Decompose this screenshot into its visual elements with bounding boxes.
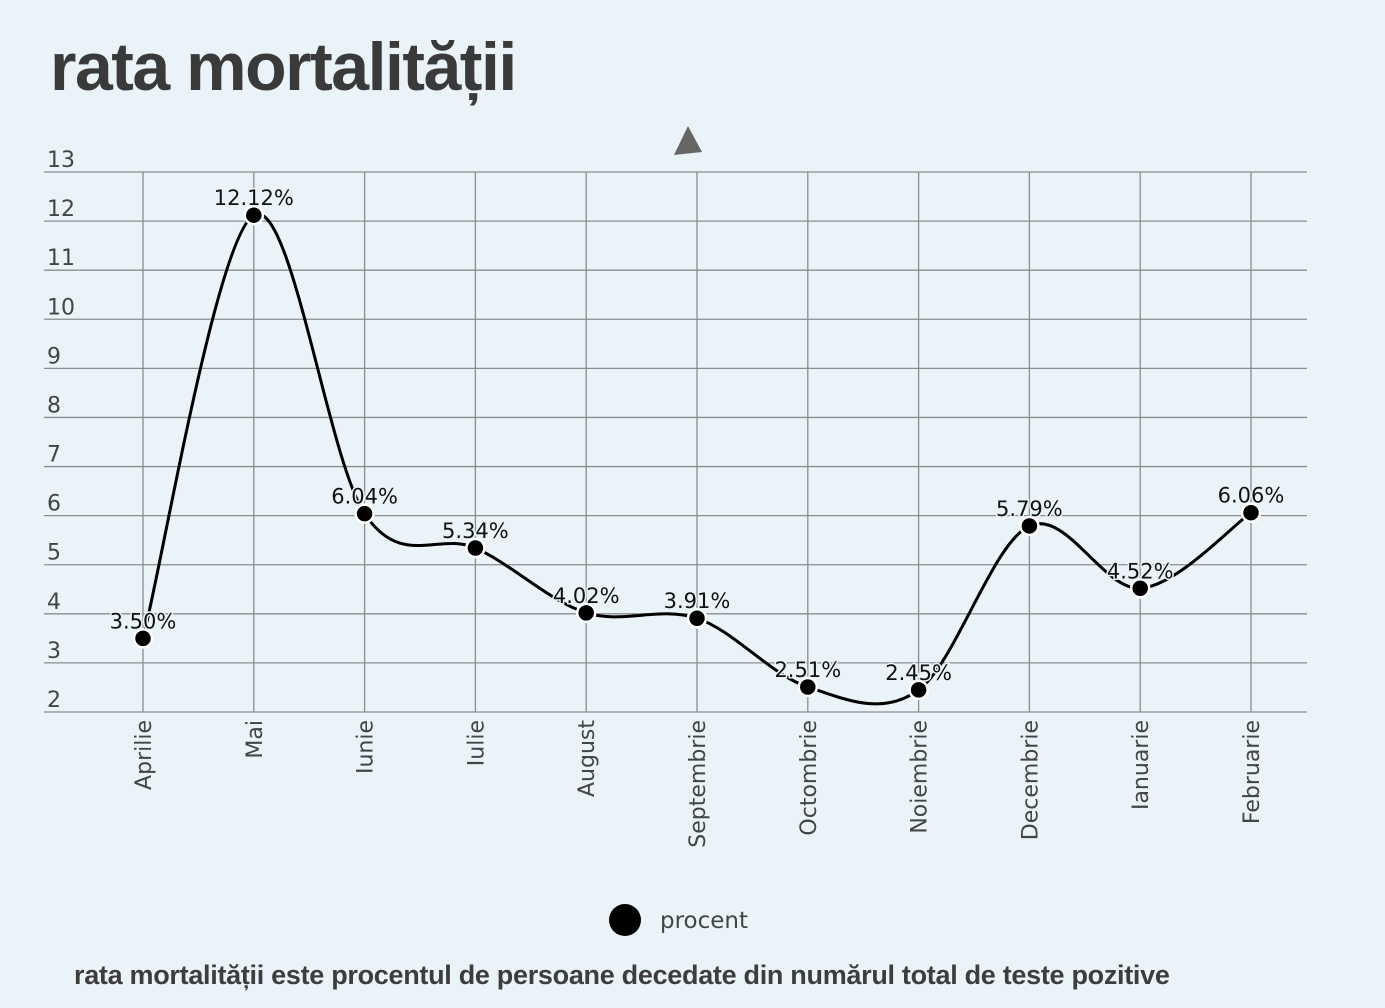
data-point[interactable] xyxy=(1240,502,1262,523)
y-tick-label: 6 xyxy=(47,492,61,517)
data-point[interactable] xyxy=(575,602,597,624)
data-label: 3.50% xyxy=(110,609,177,633)
x-tick-label: Februarie xyxy=(1240,720,1265,824)
data-label: 5.79% xyxy=(996,497,1063,521)
data-label: 3.91% xyxy=(664,589,731,613)
data-point[interactable] xyxy=(354,503,375,524)
data-label: 4.52% xyxy=(1107,559,1174,583)
y-tick-label: 10 xyxy=(47,295,75,320)
data-label: 6.04% xyxy=(331,485,398,509)
data-point[interactable] xyxy=(686,607,708,629)
x-tick-label: Septembrie xyxy=(686,720,711,848)
y-tick-label: 11 xyxy=(47,246,75,271)
data-label: 6.06% xyxy=(1218,484,1285,508)
x-tick-label: Noiembrie xyxy=(908,720,933,834)
data-labels: 3.50% 12.12% 6.04% 5.34% 4.02% 3.91% 2.51% 2.45… xyxy=(108,185,1286,687)
x-tick-label: Iulie xyxy=(464,720,489,766)
data-label: 2.51% xyxy=(774,658,841,682)
y-axis-ticks: 2 3 4 5 6 7 8 9 10 11 12 13 xyxy=(47,148,75,713)
data-point[interactable] xyxy=(1129,578,1151,599)
data-point[interactable] xyxy=(465,537,486,559)
x-tick-label: Decembrie xyxy=(1018,720,1043,840)
data-label: 4.02% xyxy=(553,584,620,608)
x-tick-label: Ianuarie xyxy=(1129,720,1154,810)
y-tick-label: 8 xyxy=(47,393,61,418)
x-tick-label: Octombrie xyxy=(797,720,822,836)
legend-marker xyxy=(609,904,641,936)
data-point[interactable] xyxy=(797,676,819,698)
y-tick-label: 3 xyxy=(47,639,61,664)
data-point[interactable] xyxy=(1019,515,1040,537)
chart-title: rata mortalității xyxy=(50,29,517,105)
data-label: 2.45% xyxy=(885,661,952,685)
data-point[interactable] xyxy=(908,679,929,701)
data-label: 12.12% xyxy=(214,186,294,210)
y-tick-label: 2 xyxy=(47,688,61,713)
x-tick-label: August xyxy=(575,720,600,797)
data-point[interactable] xyxy=(132,628,154,649)
x-tick-label: Mai xyxy=(243,720,268,759)
x-tick-label: Aprilie xyxy=(132,720,157,790)
legend-label: procent xyxy=(660,908,748,934)
data-point[interactable] xyxy=(243,204,265,226)
data-label: 5.34% xyxy=(442,519,509,543)
y-tick-label: 4 xyxy=(47,590,61,615)
cursor-triangle-icon xyxy=(674,126,702,155)
y-tick-label: 7 xyxy=(47,443,61,468)
x-axis-ticks: Aprilie Mai Iunie Iulie August Septembrie Octo… xyxy=(132,720,1265,848)
x-tick-label: Iunie xyxy=(354,720,379,774)
y-tick-label: 12 xyxy=(47,197,75,222)
legend[interactable]: procent xyxy=(609,904,748,936)
chart-grid xyxy=(44,171,1307,713)
data-points xyxy=(132,204,1262,701)
chart-footnote: rata mortalității este procentul de pers… xyxy=(74,960,1170,990)
y-tick-label: 13 xyxy=(47,148,75,173)
y-tick-label: 5 xyxy=(47,541,61,566)
y-tick-label: 9 xyxy=(47,344,61,369)
